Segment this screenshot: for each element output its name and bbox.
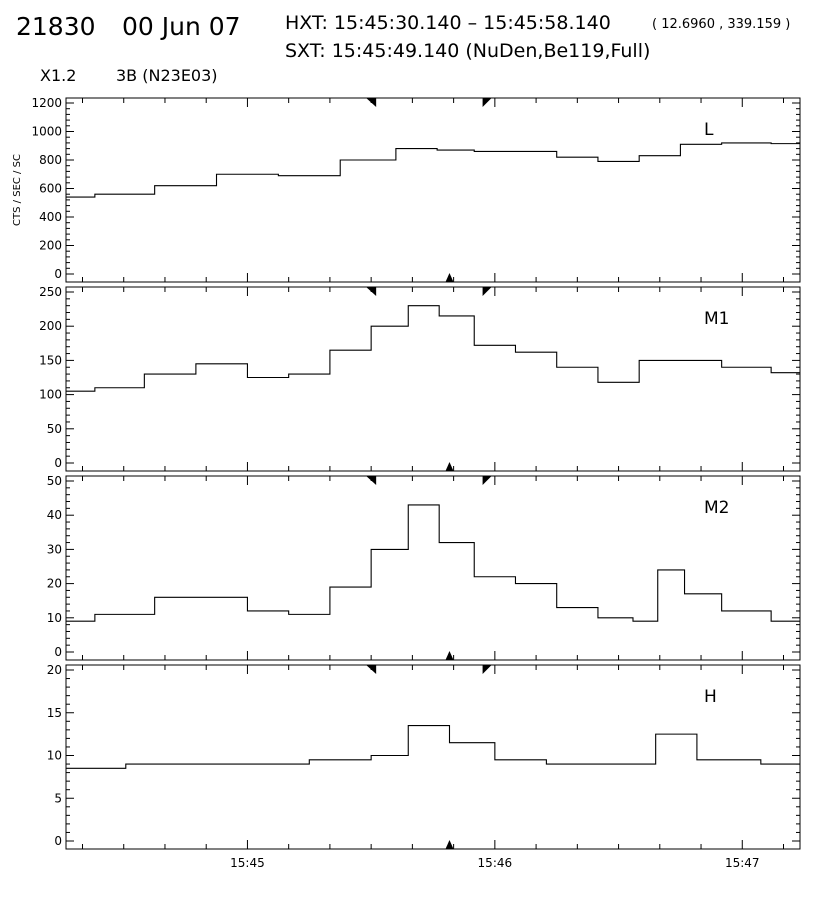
y-tick-label: 15 — [47, 706, 62, 720]
series-line-h — [66, 725, 800, 769]
y-tick-label: 250 — [39, 285, 62, 299]
y-tick-label: 150 — [39, 353, 62, 367]
y-tick-label: 0 — [54, 456, 62, 470]
y-tick-label: 10 — [47, 749, 62, 763]
sxt-time-marker — [445, 840, 454, 849]
x-tick-label: 15:45 — [230, 856, 265, 870]
sxt-time-marker — [445, 651, 454, 660]
sxt-time-marker — [445, 462, 454, 471]
y-tick-label: 20 — [47, 577, 62, 591]
hxt-coordinates: ( 12.6960 , 339.159 ) — [652, 17, 791, 32]
y-tick-label: 200 — [39, 239, 62, 253]
y-tick-label: 600 — [39, 182, 62, 196]
y-tick-label: 1000 — [31, 125, 62, 139]
series-line-l — [66, 142, 800, 198]
y-tick-label: 5 — [54, 791, 62, 805]
y-axis-label: CTS / SEC / SC — [12, 154, 23, 226]
y-tick-label: 1200 — [31, 96, 62, 110]
y-tick-label: 20 — [47, 663, 62, 677]
panel-label: L — [704, 120, 714, 140]
panel-label: M2 — [704, 498, 729, 518]
hxt-start-marker — [366, 98, 377, 107]
series-line-m1 — [66, 305, 800, 392]
panel-label: M1 — [704, 309, 729, 329]
hxt-end-marker — [482, 476, 492, 485]
y-tick-label: 30 — [47, 542, 62, 556]
hxt-start-marker — [366, 665, 377, 674]
y-tick-label: 400 — [39, 210, 62, 224]
y-tick-label: 0 — [54, 645, 62, 659]
panel-h: 0 5 10 15 20 H 15:45 15:46 15:47 — [47, 663, 801, 870]
panel-m1: 0 50 100 150 200 250 M1 — [39, 285, 801, 472]
hxt-end-marker — [482, 665, 492, 674]
series-line-m2 — [66, 504, 800, 622]
panel-frame — [65, 97, 801, 283]
observation-date: 00 Jun 07 — [122, 12, 241, 41]
hxt-end-marker — [482, 98, 492, 107]
panel-label: H — [704, 687, 717, 707]
hxt-start-marker — [366, 476, 377, 485]
panel-l: 0 200 400 600 800 1000 1200 L CTS / SEC / SC — [12, 96, 801, 283]
y-tick-label: 0 — [54, 267, 62, 281]
y-tick-label: 800 — [39, 153, 62, 167]
x-tick-label: 15:46 — [478, 856, 513, 870]
y-tick-label: 0 — [54, 834, 62, 848]
hxt-start-marker — [366, 287, 377, 296]
y-tick-label: 50 — [47, 474, 62, 488]
y-tick-label: 40 — [47, 508, 62, 522]
event-id: 21830 — [16, 12, 96, 41]
goes-class: X1.2 — [40, 66, 77, 85]
panel-frame — [65, 475, 801, 661]
y-tick-label: 10 — [47, 611, 62, 625]
flare-class: 3B (N23E03) — [116, 66, 218, 85]
y-tick-label: 100 — [39, 388, 62, 402]
panel-frame — [65, 286, 801, 472]
sxt-info: SXT: 15:45:49.140 (NuDen,Be119,Full) — [285, 40, 651, 62]
y-tick-label: 200 — [39, 319, 62, 333]
panel-m2: 0 10 20 30 40 50 M2 — [47, 474, 801, 661]
hxt-end-marker — [482, 287, 492, 296]
panel-frame — [65, 664, 801, 850]
x-tick-label: 15:47 — [725, 856, 760, 870]
hxt-interval: HXT: 15:45:30.140 – 15:45:58.140 — [285, 12, 611, 34]
sxt-time-marker — [445, 273, 454, 282]
y-tick-label: 50 — [47, 422, 62, 436]
